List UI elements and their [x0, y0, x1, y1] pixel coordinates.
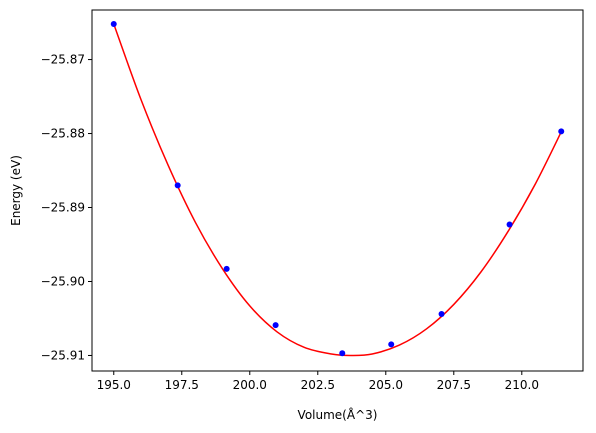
y-axis-label: Energy (eV)	[9, 155, 23, 226]
data-point	[438, 311, 445, 318]
data-point	[388, 341, 395, 348]
x-tick-label: 210.0	[505, 378, 539, 392]
x-tick-label: 202.5	[301, 378, 335, 392]
data-point	[272, 322, 279, 329]
y-axis: −25.87 −25.88 −25.89 −25.90 −25.91	[41, 53, 92, 362]
x-tick-label: 197.5	[165, 378, 199, 392]
x-tick-label: 200.0	[233, 378, 267, 392]
x-tick-label: 195.0	[97, 378, 131, 392]
data-point	[558, 128, 565, 135]
x-tick-label: 207.5	[437, 378, 471, 392]
data-point	[110, 21, 117, 28]
y-tick-label: −25.87	[41, 53, 85, 67]
fit-curve-line	[113, 23, 564, 357]
y-tick-label: −25.90	[41, 274, 85, 288]
y-tick-label: −25.88	[41, 127, 85, 141]
y-tick-label: −25.91	[41, 348, 85, 362]
data-point	[223, 265, 230, 272]
x-axis-label: Volume(Å^3)	[298, 407, 378, 422]
data-point	[174, 182, 181, 189]
plot-frame	[91, 9, 584, 372]
data-point	[506, 221, 513, 228]
x-axis: 195.0 197.5 200.0 202.5 205.0 207.5 210.0	[97, 371, 539, 392]
x-tick-label: 205.0	[369, 378, 403, 392]
y-tick-label: −25.89	[41, 201, 85, 215]
data-point	[339, 350, 346, 357]
plot-area	[110, 21, 565, 357]
